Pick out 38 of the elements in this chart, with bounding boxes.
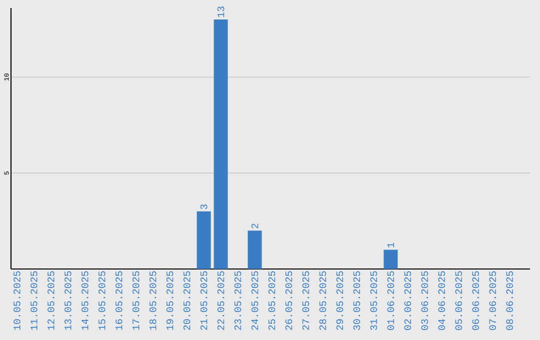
x-tick-label: 29.05.2025 bbox=[336, 271, 344, 330]
x-tick-label: 27.05.2025 bbox=[302, 271, 310, 330]
data-label: 13 bbox=[217, 6, 224, 18]
data-label: 1 bbox=[387, 242, 394, 248]
x-tick-label: 16.05.2025 bbox=[115, 271, 122, 330]
bar bbox=[196, 211, 211, 269]
x-tick-label: 28.05.2025 bbox=[319, 271, 326, 330]
data-label: 2 bbox=[251, 224, 258, 228]
x-tick-label: 21.05.2025 bbox=[200, 271, 208, 330]
x-tick-label: 20.05.2025 bbox=[183, 271, 190, 330]
x-tick-label: 23.05.2025 bbox=[234, 271, 242, 330]
data-label: 3 bbox=[200, 204, 208, 210]
x-tick-label: 19.05.2025 bbox=[166, 271, 174, 330]
x-tick-label: 22.05.2025 bbox=[217, 271, 224, 330]
x-tick-label: 31.05.2025 bbox=[370, 271, 378, 330]
x-tick-label: 08.06.2025 bbox=[506, 271, 514, 330]
x-tick-label: 18.05.2025 bbox=[149, 271, 156, 330]
x-tick-label: 25.05.2025 bbox=[268, 271, 276, 330]
x-tick-label: 14.05.2025 bbox=[82, 271, 88, 330]
bar bbox=[384, 250, 398, 269]
x-tick-label: 06.06.2025 bbox=[472, 271, 480, 330]
x-tick-label: 15.05.2025 bbox=[98, 271, 106, 330]
x-tick-label: 30.05.2025 bbox=[353, 271, 360, 330]
x-tick-label: 02.06.2025 bbox=[404, 271, 412, 330]
x-tick-label: 07.06.2025 bbox=[489, 271, 496, 330]
bar bbox=[248, 230, 262, 269]
x-tick-label: 03.06.2025 bbox=[421, 271, 428, 330]
x-tick-label: 26.05.2025 bbox=[285, 271, 292, 330]
x-tick-label: 04.06.2025 bbox=[438, 271, 446, 330]
x-tick-label: 11.05.2025 bbox=[30, 271, 38, 330]
x-tick-label: 13.05.2025 bbox=[64, 271, 72, 330]
x-tick-label: 24.05.2025 bbox=[251, 271, 258, 330]
x-tick-label: 01.06.2025 bbox=[387, 271, 394, 330]
x-tick-label: 05.06.2025 bbox=[455, 271, 462, 330]
bar bbox=[214, 20, 228, 269]
x-tick-label: 17.05.2025 bbox=[132, 271, 140, 330]
x-tick-label: 10.05.2025 bbox=[14, 271, 20, 330]
x-tick-label: 12.05.2025 bbox=[48, 271, 54, 330]
